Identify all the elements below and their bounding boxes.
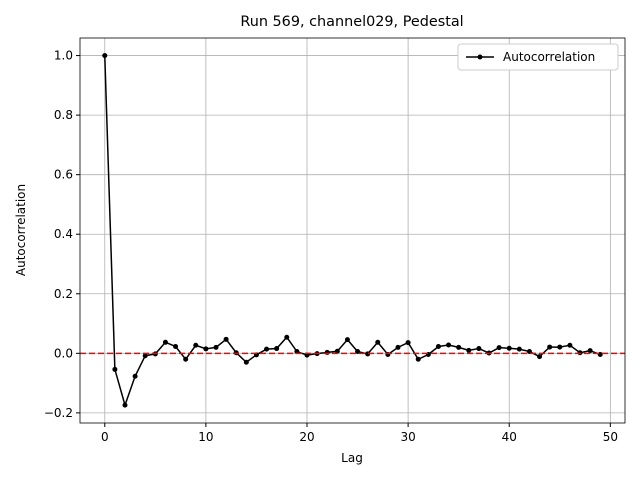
x-tick-label: 40 xyxy=(502,430,517,444)
data-point xyxy=(243,359,249,365)
data-point xyxy=(132,373,138,379)
data-point xyxy=(415,356,421,362)
data-point xyxy=(223,336,229,342)
y-tick-label: −0.2 xyxy=(44,406,73,420)
data-point xyxy=(344,337,350,343)
legend-box xyxy=(457,43,619,71)
y-tick-label: 0.8 xyxy=(54,108,73,122)
data-point xyxy=(284,334,290,340)
data-point xyxy=(193,342,199,348)
data-point xyxy=(264,346,270,352)
data-point xyxy=(557,344,563,350)
legend-label: Autocorrelation xyxy=(503,50,595,64)
y-tick-label: 1.0 xyxy=(54,49,73,63)
x-tick-label: 0 xyxy=(101,430,109,444)
data-point xyxy=(405,340,411,346)
x-tick-label: 30 xyxy=(400,430,415,444)
y-tick-label: 0.2 xyxy=(54,287,73,301)
data-point xyxy=(446,342,452,348)
data-point xyxy=(324,349,330,355)
data-point xyxy=(496,345,502,351)
data-point xyxy=(102,53,108,59)
data-point xyxy=(395,344,401,350)
data-point xyxy=(547,344,553,350)
data-point xyxy=(476,346,482,352)
y-tick-label: 0.6 xyxy=(54,168,73,182)
x-tick-label: 20 xyxy=(299,430,314,444)
data-point xyxy=(506,345,512,351)
data-point xyxy=(537,354,543,360)
data-point xyxy=(375,339,381,345)
data-point xyxy=(203,346,209,352)
data-point xyxy=(466,347,472,353)
x-tick-label: 10 xyxy=(198,430,213,444)
y-tick-label: 0.4 xyxy=(54,227,73,241)
data-point xyxy=(122,402,128,408)
data-point xyxy=(183,356,189,362)
chart-title: Run 569, channel029, Pedestal xyxy=(240,14,463,30)
data-point xyxy=(173,343,179,349)
data-point xyxy=(213,344,219,350)
x-tick-label: 50 xyxy=(603,430,618,444)
data-point xyxy=(162,339,168,345)
data-point xyxy=(456,344,462,350)
data-point xyxy=(334,348,340,354)
legend-marker xyxy=(477,54,483,60)
y-axis-label: Autocorrelation xyxy=(14,184,28,276)
y-tick-label: 0.0 xyxy=(54,346,73,360)
data-point xyxy=(587,348,593,354)
plot-frame xyxy=(79,37,626,424)
data-point xyxy=(435,343,441,349)
data-point xyxy=(112,366,118,372)
data-point xyxy=(567,342,573,348)
x-axis-label: Lag xyxy=(341,451,363,465)
data-point xyxy=(355,349,361,355)
data-point xyxy=(516,346,522,352)
data-point xyxy=(274,346,280,352)
data-point xyxy=(142,353,148,359)
